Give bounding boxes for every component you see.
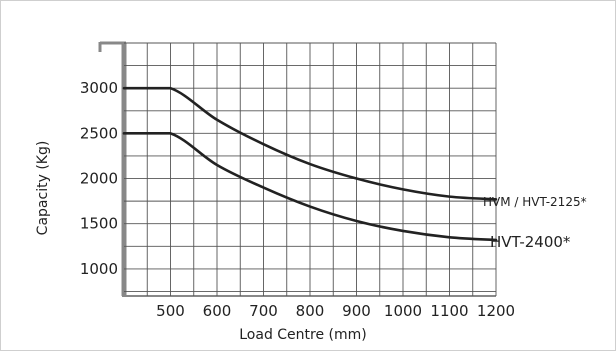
grid (124, 42, 497, 296)
tick-layer: 500 600 700 800 900 1000 1100 1200 1000 1500 2000 2… (80, 79, 515, 320)
y-tick-label: 3000 (80, 79, 118, 97)
y-tick-label: 1500 (80, 215, 118, 233)
y-tick-label: 1000 (80, 260, 118, 278)
series-layer (122, 86, 498, 242)
series-line-1 (122, 132, 498, 242)
series-label-hvt-2400: HVT-2400* (490, 233, 571, 251)
series-line-0 (122, 86, 498, 201)
y-tick-label: 2000 (80, 170, 118, 188)
x-axis-label: Load Centre (mm) (239, 327, 367, 343)
y-tick-label: 2500 (80, 124, 118, 142)
y-axis-label: Capacity (Kg) (35, 141, 51, 236)
x-tick-label: 900 (342, 302, 371, 320)
x-tick-label: 600 (203, 302, 232, 320)
series-label-hvm-hvt-2125: HVM / HVT-2125* (483, 195, 587, 209)
x-tick-label: 800 (296, 302, 325, 320)
axis-frame (98, 41, 496, 297)
x-tick-label: 700 (249, 302, 278, 320)
x-tick-label: 1200 (477, 302, 515, 320)
x-tick-label: 500 (156, 302, 185, 320)
x-tick-label: 1000 (384, 302, 422, 320)
x-tick-label: 1100 (430, 302, 468, 320)
